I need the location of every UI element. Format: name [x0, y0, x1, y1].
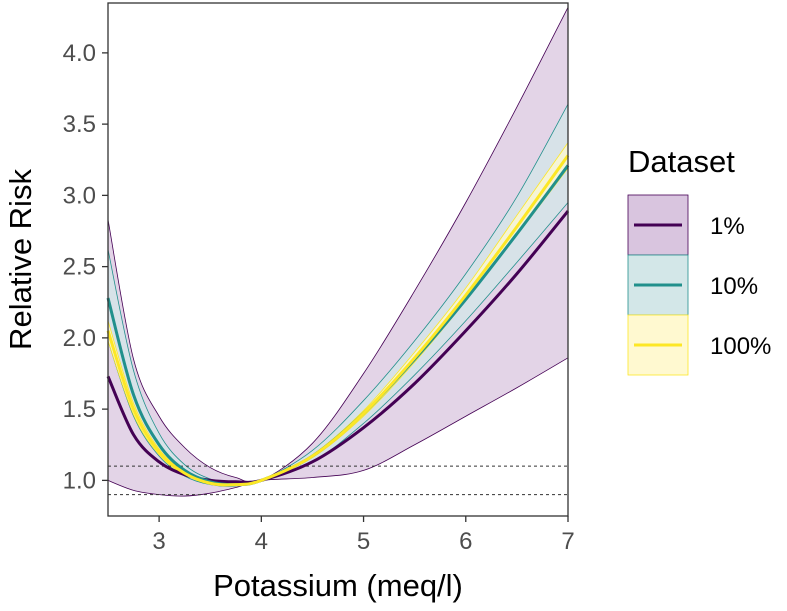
y-tick-label: 1.5: [63, 396, 96, 423]
panel-border: [107, 2, 569, 517]
band-1pct: [107, 7, 569, 497]
series-lines: [106, 154, 570, 487]
x-tick-label: 7: [561, 528, 574, 555]
reference-lines: [108, 465, 568, 496]
legend-label: 10%: [710, 273, 758, 300]
legend-label: 100%: [710, 333, 771, 360]
x-tick-label: 4: [255, 528, 268, 555]
x-tick-label: 3: [152, 528, 165, 555]
y-tick-label: 3.0: [63, 182, 96, 209]
x-tick-label: 5: [357, 528, 370, 555]
y-tick-label: 1.0: [63, 467, 96, 494]
x-axis-title: Potassium (meq/l): [213, 568, 463, 603]
legend: Dataset 1% 10% 100%: [627, 144, 771, 376]
legend-title: Dataset: [628, 144, 735, 179]
y-tick-label: 2.0: [63, 325, 96, 352]
x-tick-label: 6: [459, 528, 472, 555]
line-100pct: [106, 154, 570, 487]
y-tick-label: 3.5: [63, 111, 96, 138]
legend-label: 1%: [710, 213, 745, 240]
axis-ticks: 3 4 5 6 7 1.0 1.5 2.0 2.5 3.0 3.5 4.0: [63, 40, 575, 555]
y-tick-label: 2.5: [63, 254, 96, 281]
y-tick-label: 4.0: [63, 40, 96, 67]
y-axis-title: Relative Risk: [3, 169, 38, 350]
